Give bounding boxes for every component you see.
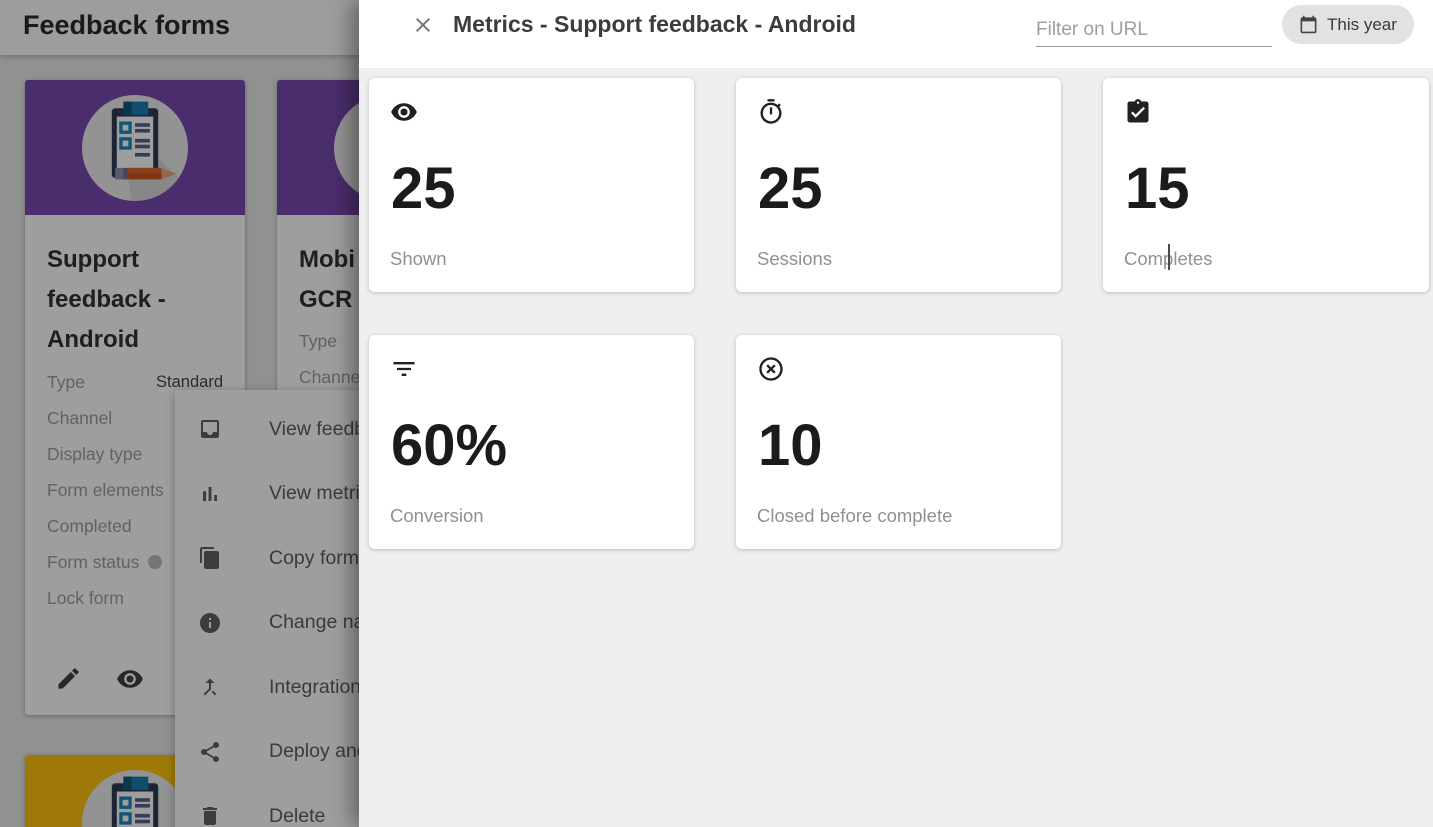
metric-card-shown: 25 Shown [369, 78, 694, 292]
metrics-grid: 25 Shown 25 Sessions 15 Completes [359, 68, 1433, 827]
card-actions [55, 665, 144, 698]
menu-item-integrations[interactable]: Integrations [175, 655, 565, 720]
metric-card-sessions: 25 Sessions [736, 78, 1061, 292]
detail-row-type: Type [299, 330, 337, 351]
clipboard-check-icon [1124, 98, 1152, 131]
metrics-modal: Metrics - Support feedback - Android Thi… [359, 0, 1433, 827]
share-icon [201, 741, 219, 762]
detail-row-form-elements: Form elements [47, 479, 164, 500]
close-icon[interactable] [411, 13, 435, 37]
status-dot [148, 555, 163, 569]
calendar-icon [1300, 15, 1317, 34]
filter-icon [390, 355, 418, 388]
metric-value: 25 [391, 156, 456, 221]
detail-row-completed: Completed [47, 515, 132, 536]
date-range-chip[interactable]: This year [1282, 5, 1414, 44]
metric-value: 10 [758, 413, 823, 478]
info-icon [200, 612, 220, 633]
clipboard-illustration [82, 95, 188, 201]
menu-item-delete[interactable]: Delete [175, 784, 565, 827]
modal-header: Metrics - Support feedback - Android Thi… [359, 0, 1433, 68]
filter-url-input[interactable] [1036, 13, 1272, 47]
menu-item-view-metrics[interactable]: View metrics [175, 462, 565, 527]
detail-row-form-status: Form status [47, 544, 223, 580]
metric-card-completes: 15 Completes [1103, 78, 1429, 292]
form-card-title: Support feedback - Android [47, 246, 166, 353]
metric-card-conversion: 60% Conversion [369, 335, 694, 549]
merge-icon [203, 678, 217, 696]
metric-label: Shown [390, 248, 447, 269]
detail-row-type: Type Standard [47, 371, 223, 392]
clipboard-illustration [82, 770, 188, 827]
detail-row-channel: Channel [47, 407, 113, 428]
bar-chart-icon [203, 486, 217, 501]
metric-label: Sessions [757, 248, 833, 269]
metric-label: Conversion [390, 505, 484, 526]
metric-label: Closed before complete [757, 505, 953, 526]
metric-card-closed-before-complete: 10 Closed before complete [736, 335, 1061, 549]
inbox-icon [201, 420, 219, 439]
form-card-header [25, 80, 245, 215]
detail-row-display-type: Display type [47, 443, 143, 464]
form-card-title: Mobi GCR [299, 246, 355, 313]
form-card-details: Type Channel [299, 323, 475, 395]
edit-icon[interactable] [55, 665, 82, 698]
metric-value: 15 [1125, 156, 1190, 221]
timer-icon [757, 98, 785, 131]
page-title: Feedback forms [23, 10, 231, 40]
text-cursor [1168, 244, 1170, 270]
metric-value: 60% [391, 413, 508, 478]
copy-icon [200, 547, 219, 570]
delete-icon [203, 807, 217, 826]
modal-title: Metrics - Support feedback - Android [453, 11, 856, 37]
metric-value: 25 [758, 156, 823, 221]
form-card-details: Type Standard Channel Display type Form … [47, 364, 223, 616]
close-circle-icon [757, 355, 785, 388]
preview-eye-icon[interactable] [116, 665, 144, 698]
detail-row-channel: Channel [299, 366, 365, 387]
detail-row-lock-form: Lock form [47, 587, 124, 608]
menu-item-copy-form[interactable]: Copy form [175, 526, 565, 591]
eye-icon [390, 98, 418, 131]
type-value: Standard [156, 372, 223, 391]
